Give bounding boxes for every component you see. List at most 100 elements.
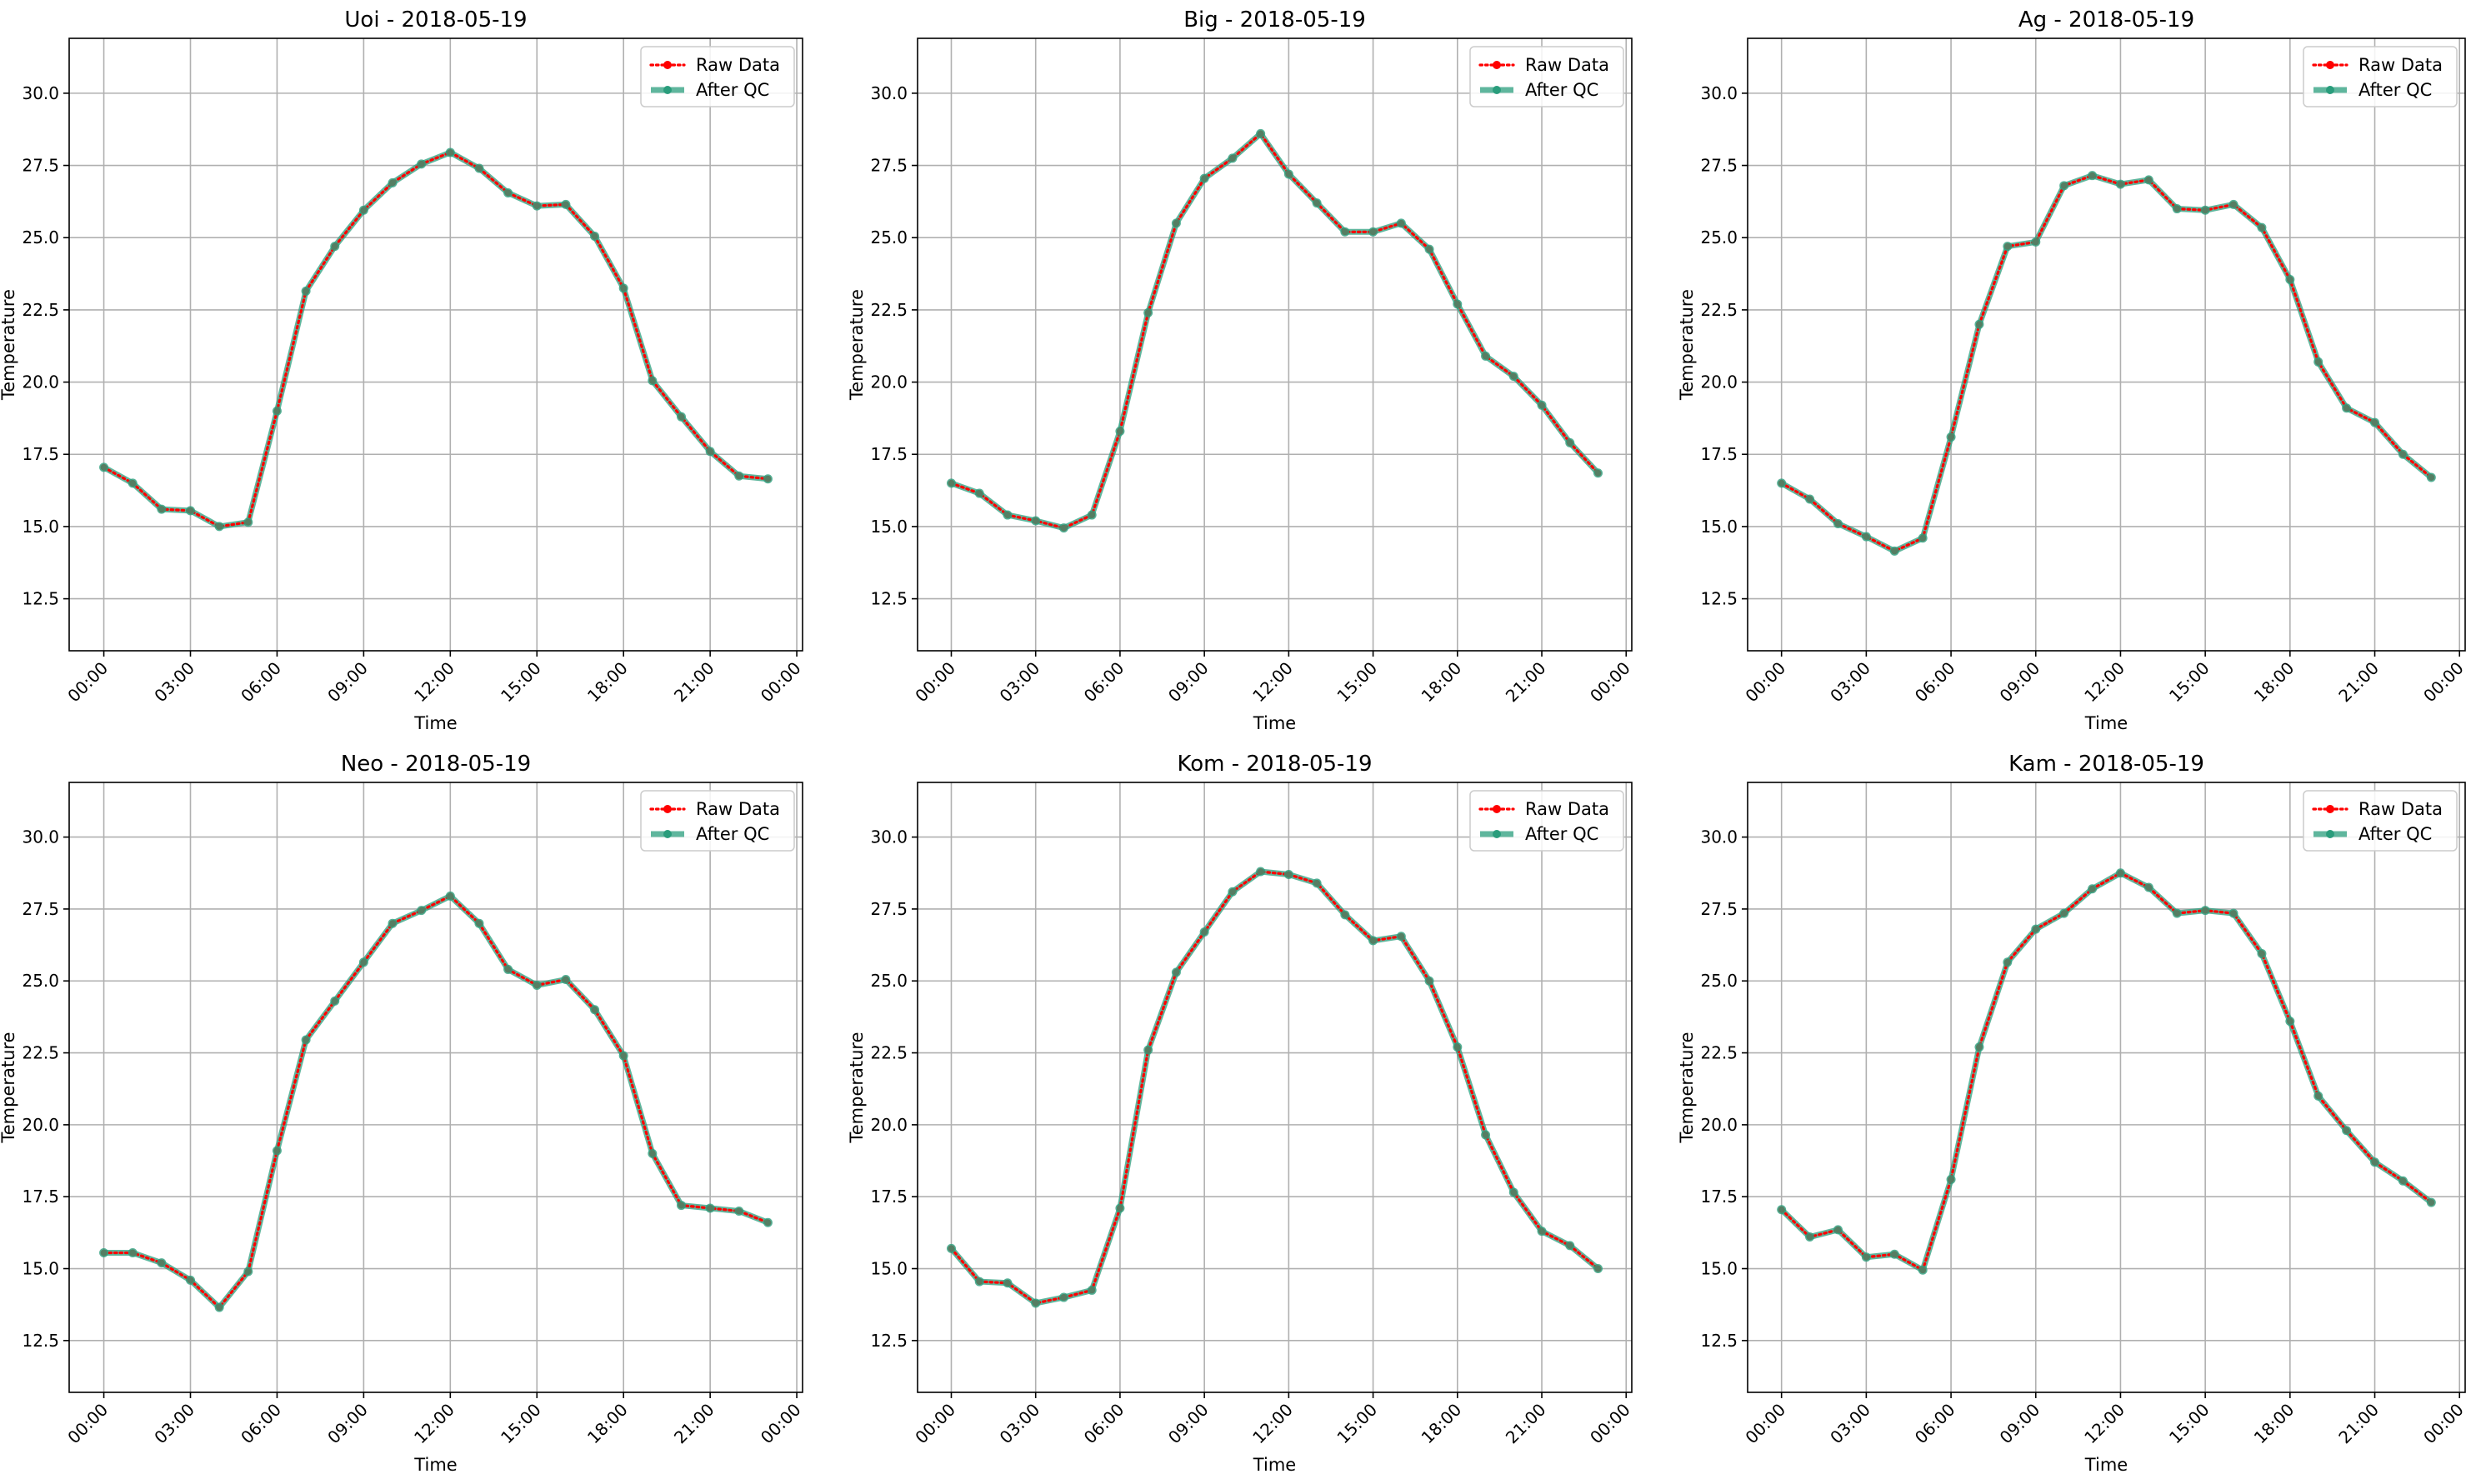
legend-marker-raw-data — [1493, 61, 1501, 69]
after-qc-point — [1199, 173, 1209, 183]
after-qc-point — [214, 1302, 224, 1312]
after-qc-point — [2003, 957, 2013, 967]
axes-frame — [1747, 37, 2466, 652]
after-qc-point — [2370, 417, 2380, 427]
after-qc-point — [618, 1051, 628, 1061]
after-qc-point — [1396, 218, 1406, 228]
y-tick-label: 20.0 — [22, 1115, 59, 1135]
y-tick-label: 27.5 — [870, 156, 908, 176]
y-tick-label: 25.0 — [22, 227, 59, 247]
y-axis-label: Temperature — [847, 1032, 867, 1143]
legend-label-raw-data: Raw Data — [696, 799, 780, 819]
after-qc-point — [1171, 967, 1181, 977]
after-qc-point — [2172, 204, 2182, 214]
after-qc-point — [128, 478, 138, 488]
after-qc-point — [974, 1277, 984, 1287]
plot-area — [69, 38, 803, 651]
legend-label-raw-data: Raw Data — [2358, 55, 2443, 75]
y-tick-label: 25.0 — [22, 971, 59, 991]
after-qc-point — [2172, 908, 2182, 918]
y-tick-label: 30.0 — [870, 83, 908, 103]
chart-title: Kom - 2018-05-19 — [1178, 752, 1373, 777]
legend: Raw Data After QC — [2303, 790, 2458, 852]
after-qc-point — [648, 376, 658, 386]
after-qc-point — [532, 980, 542, 990]
after-qc-point — [1340, 910, 1350, 920]
after-qc-point — [1974, 1042, 1984, 1052]
series-line-raw-data — [949, 132, 1600, 530]
after-qc-point — [1115, 427, 1125, 437]
subplot-6: 00:00 03:00 06:00 09:00 12:00 15:00 18:00 21:00… — [1677, 752, 2468, 1475]
x-axis-label: Time — [1253, 1455, 1296, 1475]
after-qc-point — [763, 474, 773, 484]
y-tick-label: 25.0 — [870, 227, 908, 247]
plot-area — [1748, 782, 2465, 1392]
after-qc-point — [1861, 532, 1871, 542]
after-qc-point — [1312, 198, 1322, 208]
after-qc-point — [330, 996, 340, 1006]
y-tick-label: 22.5 — [870, 1043, 908, 1063]
after-qc-point — [272, 1146, 282, 1156]
after-qc-point — [1312, 878, 1322, 888]
after-qc-point — [2342, 403, 2352, 413]
y-tick-label: 30.0 — [1700, 83, 1738, 103]
legend-marker-after-qc — [2326, 830, 2334, 838]
after-qc-point — [1777, 1205, 1787, 1215]
after-qc-point — [1283, 869, 1293, 879]
y-tick-label: 15.0 — [1700, 1259, 1738, 1279]
y-tick-label: 20.0 — [870, 1115, 908, 1135]
after-qc-point — [1537, 400, 1547, 410]
after-qc-point — [388, 177, 398, 187]
axes-frame — [917, 782, 1633, 1393]
grid — [69, 38, 803, 651]
series-line-raw-data — [1780, 173, 2433, 553]
after-qc-point — [417, 159, 427, 169]
after-qc-point — [1833, 1225, 1843, 1235]
series-group — [99, 891, 773, 1312]
y-tick-label: 15.0 — [870, 517, 908, 537]
after-qc-point — [99, 1248, 109, 1258]
after-qc-point — [1593, 1264, 1603, 1274]
after-qc-point — [2200, 205, 2210, 215]
after-qc-point — [272, 406, 282, 416]
y-tick-label: 20.0 — [1700, 372, 1738, 392]
after-qc-point — [734, 1206, 744, 1216]
y-axis: 12.5 15.0 17.5 20.0 22.5 25.0 27.5 30.0 — [870, 827, 918, 1351]
legend-marker-after-qc — [663, 830, 672, 838]
after-qc-point — [1481, 351, 1491, 361]
grid — [69, 782, 803, 1392]
y-tick-label: 12.5 — [870, 589, 908, 609]
series-group — [99, 147, 773, 532]
y-tick-label: 25.0 — [1700, 971, 1738, 991]
y-tick-label: 12.5 — [870, 1331, 908, 1351]
legend-marker-after-qc — [663, 86, 672, 94]
after-qc-point — [2003, 242, 2013, 252]
after-qc-point — [2143, 882, 2153, 892]
after-qc-point — [1918, 533, 1928, 543]
after-qc-point — [705, 1203, 715, 1213]
after-qc-point — [1593, 468, 1603, 478]
y-tick-label: 22.5 — [1700, 300, 1738, 320]
series-line-raw-data — [102, 894, 770, 1310]
after-qc-point — [1481, 1130, 1491, 1140]
y-tick-label: 12.5 — [22, 589, 59, 609]
axes-frame — [917, 37, 1633, 652]
legend: Raw Data After QC — [2303, 46, 2458, 107]
after-qc-point — [99, 462, 109, 472]
legend-marker-raw-data — [2326, 61, 2334, 69]
after-qc-point — [1424, 976, 1434, 986]
after-qc-point — [946, 478, 956, 488]
plot-area — [1748, 38, 2465, 651]
legend-label-raw-data: Raw Data — [1525, 799, 1609, 819]
series-group — [1777, 868, 2436, 1275]
y-tick-label: 22.5 — [22, 1043, 59, 1063]
after-qc-point — [2342, 1126, 2352, 1136]
after-qc-point — [1889, 1249, 1899, 1259]
after-qc-point — [358, 205, 368, 215]
after-qc-point — [2285, 1017, 2295, 1027]
after-qc-point — [186, 1275, 196, 1285]
after-qc-point — [2370, 1157, 2380, 1167]
after-qc-point — [301, 1035, 311, 1045]
y-tick-label: 17.5 — [22, 444, 59, 464]
legend-label-after-qc: After QC — [2358, 80, 2432, 100]
